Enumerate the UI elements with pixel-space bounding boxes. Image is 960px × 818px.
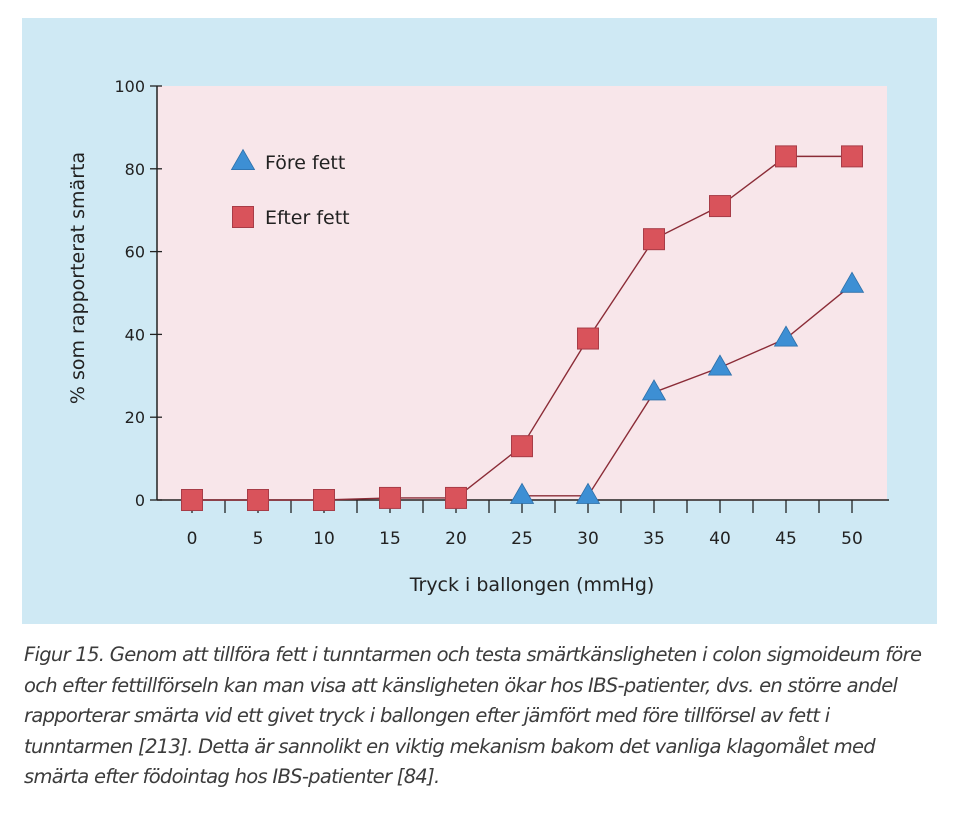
figure-panel: 0 20 40 60 80 100 0 5 10 15 20 25 30 35 40 45 50 Före f… (22, 18, 937, 624)
plot-area (157, 86, 887, 501)
x-tick-label: 40 (709, 529, 731, 549)
x-tick-label: 35 (643, 529, 665, 549)
y-axis-label: % som rapporterat smärta (67, 152, 89, 404)
data-point-square (313, 489, 335, 511)
x-tick-labels: 0 5 10 15 20 25 30 35 40 45 50 (187, 529, 863, 549)
y-tick-label: 20 (125, 408, 145, 427)
legend: Före fett Efter fett (230, 148, 350, 229)
series-layer (181, 145, 865, 511)
x-tick-label: 10 (313, 529, 335, 549)
data-point-triangle (839, 271, 865, 293)
series-triangle (509, 271, 865, 504)
x-tick-label: 20 (445, 529, 467, 549)
data-point-square (577, 327, 599, 350)
series-line (522, 284, 853, 497)
data-point-triangle (707, 354, 733, 376)
y-tick-label: 60 (125, 243, 145, 262)
data-point-triangle (575, 482, 601, 504)
data-point-triangle (230, 148, 256, 171)
x-tick-label: 15 (379, 529, 401, 549)
data-point-square (511, 435, 533, 458)
x-tick-label: 25 (511, 529, 533, 549)
series-square (181, 145, 863, 511)
figure-caption: Figur 15. Genom att tillföra fett i tunn… (24, 643, 922, 788)
data-point-square (709, 195, 731, 218)
x-tick-label: 5 (253, 529, 264, 549)
x-tick-label: 50 (841, 529, 863, 549)
data-point-square (247, 489, 269, 511)
data-point-square (379, 486, 401, 509)
data-point-triangle (509, 482, 535, 504)
data-point-square (232, 206, 254, 228)
data-point-square (445, 486, 467, 509)
legend-label: Efter fett (265, 207, 350, 229)
data-point-square (841, 145, 863, 168)
line-chart: 0 20 40 60 80 100 0 5 10 15 20 25 30 35 40 45 50 Före f… (67, 77, 889, 596)
y-tick-label: 80 (125, 160, 145, 179)
y-tick-label: 40 (125, 325, 145, 344)
x-tick-label: 30 (577, 529, 599, 549)
y-tick-label: 100 (114, 77, 145, 96)
legend-label: Före fett (265, 152, 345, 174)
y-tick-labels: 0 20 40 60 80 100 (114, 77, 145, 510)
x-tick-label: 0 (187, 529, 198, 549)
x-axis-label: Tryck i ballongen (mmHg) (409, 574, 655, 596)
data-point-square (775, 145, 797, 168)
y-tick-label: 0 (135, 491, 145, 510)
data-point-square (643, 228, 665, 251)
x-tick-label: 45 (775, 529, 797, 549)
data-point-square (181, 489, 203, 511)
data-point-triangle (641, 379, 667, 401)
data-point-triangle (773, 325, 799, 347)
